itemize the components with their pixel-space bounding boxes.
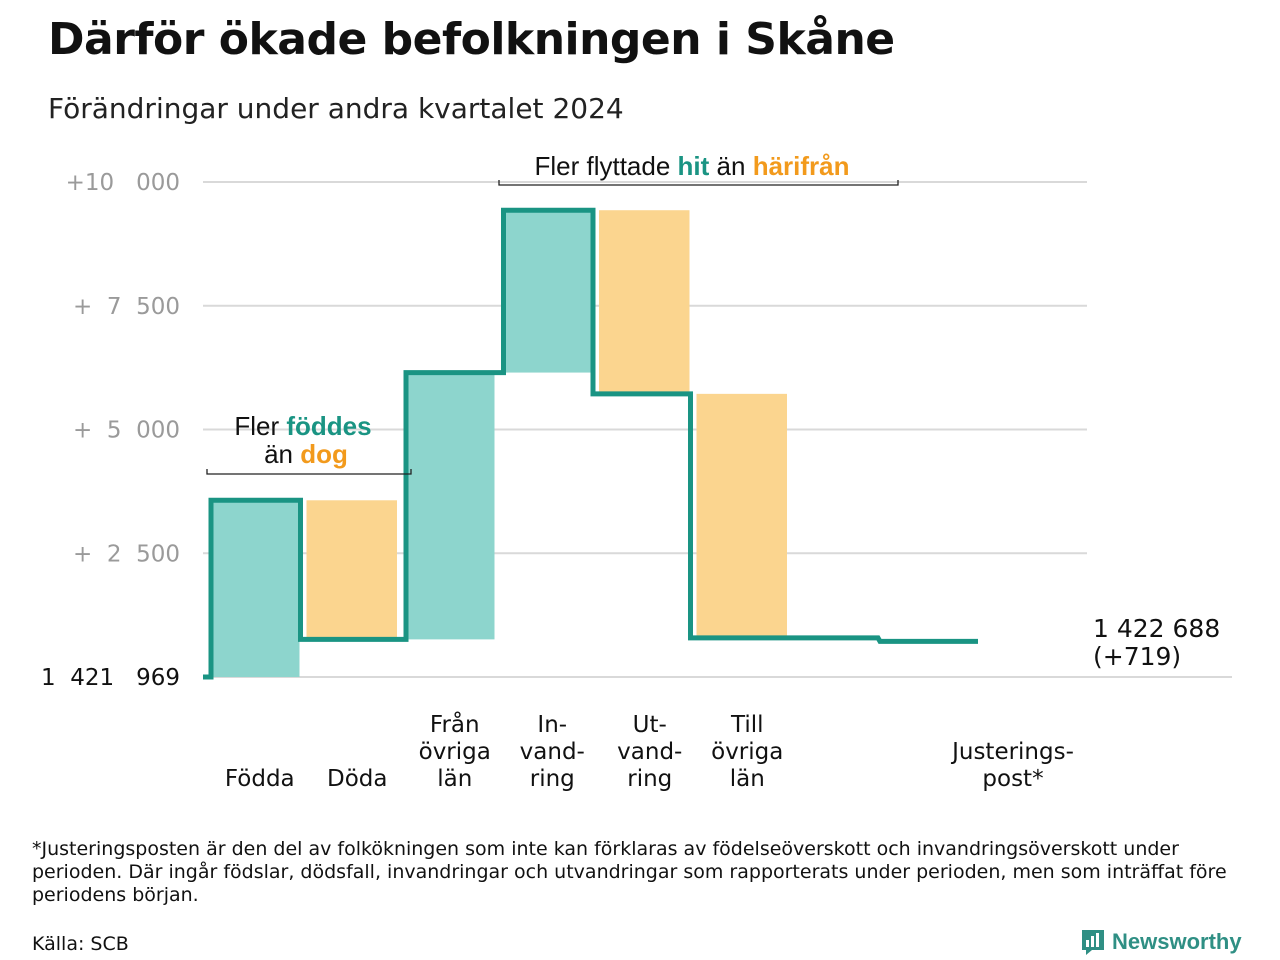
waterfall-chart: +10 000 + 7 500 + 5 000 + 2 500 1 421 969 Fö… — [41, 151, 1232, 792]
births-annotation-line2: än dog — [264, 439, 348, 469]
x-label-5: Till övriga län — [711, 712, 783, 792]
source-credit: Källa: SCB — [32, 933, 129, 955]
chart-title: Därför ökade befolkningen i Skåne — [48, 14, 895, 65]
y-tick-label: + 5 000 — [73, 418, 180, 444]
bar-till-övriga-län — [696, 393, 787, 638]
y-tick-label: +10 000 — [66, 170, 180, 196]
end-total-label: 1 422 688(+719) — [1093, 614, 1220, 671]
bar-från-övriga-län — [404, 372, 495, 640]
bar-in-vandring — [501, 210, 592, 373]
x-label-2: Från övriga län — [419, 710, 491, 792]
end-total-change: (+719) — [1093, 642, 1181, 671]
x-label-0: Födda — [225, 766, 295, 792]
newsworthy-bar-chart-icon — [1082, 930, 1104, 955]
migration-annotation: Fler flyttade hit än härifrån — [534, 151, 849, 181]
x-label-3: In-vand-ring — [520, 712, 585, 792]
bar-ut-vandring — [599, 210, 690, 394]
y-axis-ticks: +10 000 + 7 500 + 5 000 + 2 500 1 421 969 — [41, 170, 180, 691]
step-line — [203, 207, 978, 680]
y-tick-label: 1 421 969 — [41, 665, 180, 691]
births-annotation: Fler föddes — [234, 411, 371, 441]
births-bracket — [206, 469, 412, 475]
y-tick-label: + 2 500 — [73, 541, 180, 567]
end-total-value: 1 422 688 — [1093, 614, 1220, 643]
y-tick-label: + 7 500 — [73, 294, 180, 320]
footnote: *Justeringsposten är den del av folkökni… — [32, 838, 1227, 906]
x-axis-labels: Födda Döda Från övriga län In-vand-ring Ut-van… — [225, 710, 1074, 792]
migration-bracket — [498, 180, 899, 186]
bar-döda — [306, 500, 397, 640]
x-label-4: Ut-vand-ring — [617, 712, 682, 792]
newsworthy-logo: Newsworthy — [1080, 928, 1242, 956]
bar-födda — [209, 500, 300, 677]
bars — [209, 210, 787, 677]
chart-subtitle: Förändringar under andra kvartalet 2024 — [48, 92, 624, 125]
x-label-1: Döda — [327, 766, 387, 792]
x-label-6: Justerings-post* — [950, 739, 1074, 792]
logo-text: Newsworthy — [1112, 929, 1242, 954]
